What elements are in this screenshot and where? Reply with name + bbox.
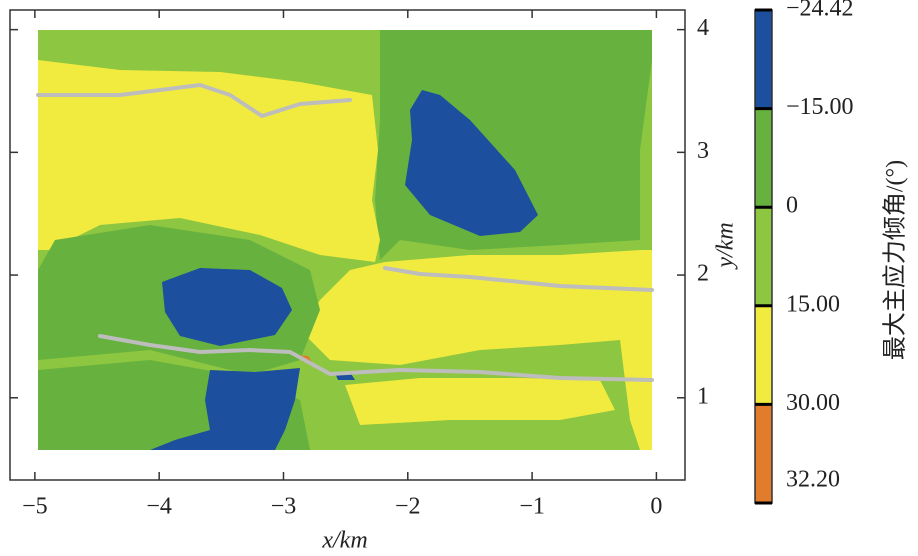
region <box>150 368 300 450</box>
colorbar-segment <box>755 108 772 208</box>
colorbar-tick-label: 0 <box>786 193 798 219</box>
plot-frame <box>9 9 686 481</box>
colorbar-tick-label: −24.42 <box>786 0 854 22</box>
region <box>405 90 538 236</box>
y-tick-label: 3 <box>697 138 709 164</box>
colorbar-label: 最大主应力倾角/(°) <box>882 160 909 360</box>
region <box>162 268 292 346</box>
x-tick-label: −5 <box>22 494 48 520</box>
colorbar-segment <box>755 207 772 306</box>
x-tick-label: −1 <box>519 494 545 520</box>
colorbar-segment <box>755 10 772 109</box>
y-tick-label: 2 <box>697 261 709 287</box>
y-tick-label: 4 <box>697 15 709 41</box>
contour-map <box>36 30 654 450</box>
y-tick-label: 1 <box>697 383 709 409</box>
fault-line <box>98 334 654 382</box>
x-tick-label: −3 <box>271 494 297 520</box>
region <box>345 378 615 425</box>
fault-line <box>36 83 352 118</box>
x-tick-label: −4 <box>146 494 172 520</box>
fault-line <box>383 266 654 292</box>
x-axis-label: x/km <box>321 528 367 554</box>
colorbar-tick-label: 30.00 <box>786 390 840 416</box>
colorbar-tick-label: 15.00 <box>786 291 840 317</box>
region <box>300 250 652 450</box>
colorbar-tick-label: −15.00 <box>786 94 854 120</box>
region <box>38 60 380 262</box>
colorbar-segment <box>755 404 772 503</box>
y-axis-label: y/km <box>713 222 739 269</box>
x-tick-label: −2 <box>395 494 421 520</box>
colorbar-segment <box>755 305 772 405</box>
colorbar-tick-label: 32.20 <box>786 467 840 493</box>
x-tick-label: 0 <box>650 494 662 520</box>
